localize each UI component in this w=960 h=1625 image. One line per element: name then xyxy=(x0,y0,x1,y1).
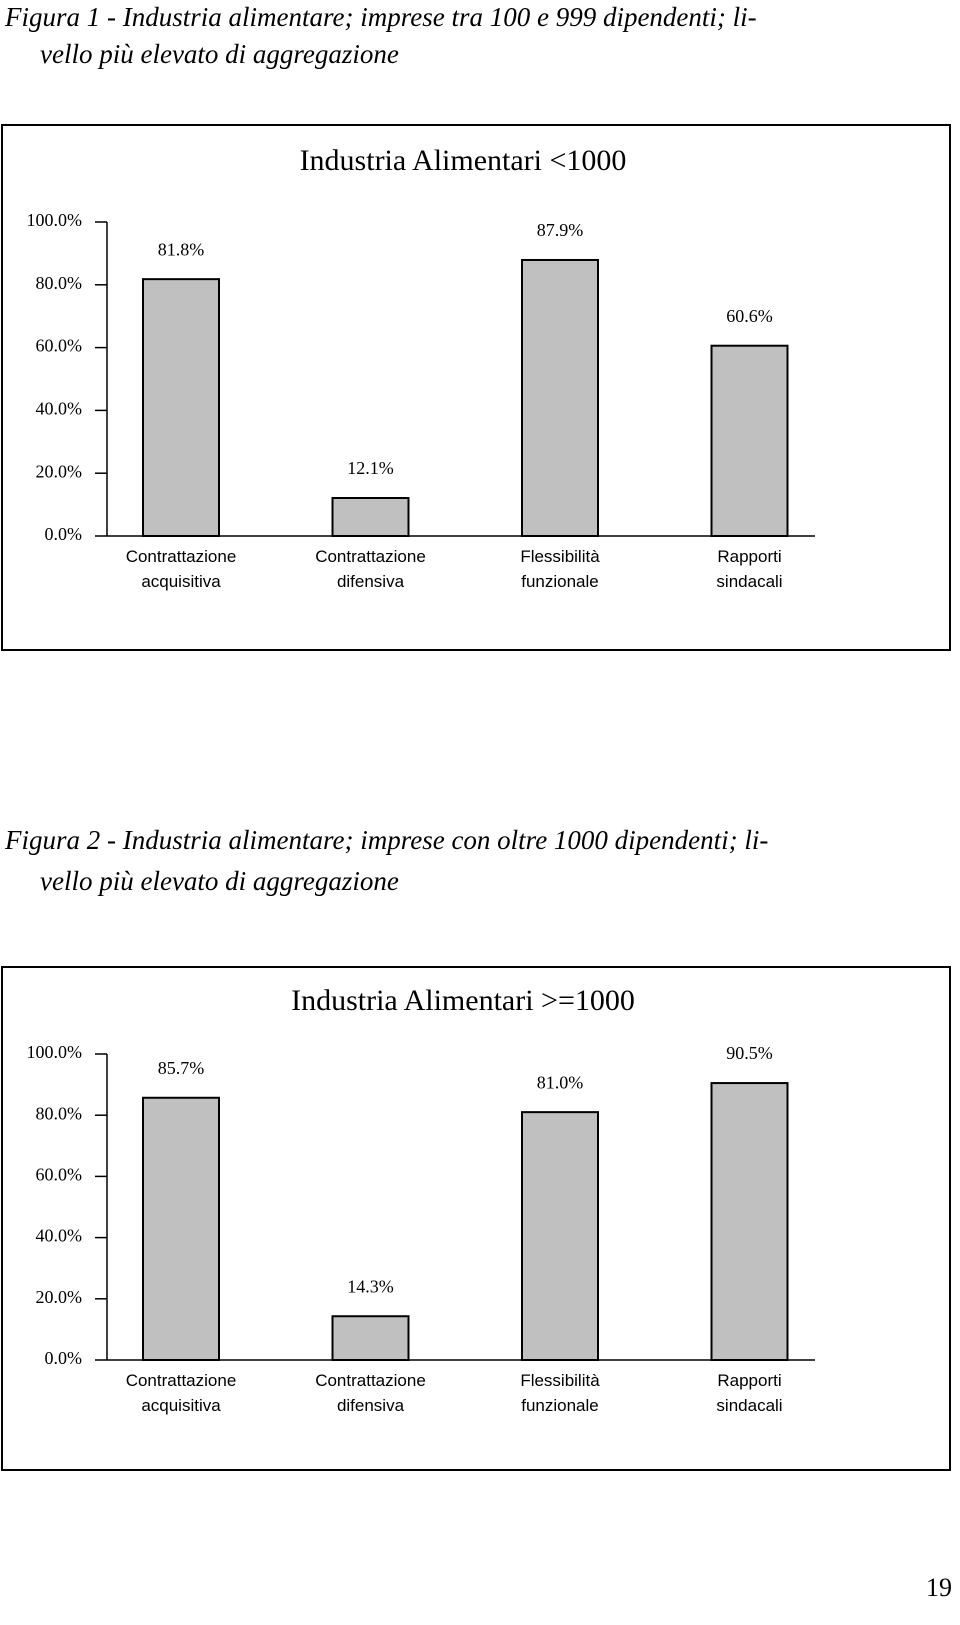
x-label-box: Flessibilità funzionale xyxy=(520,1371,600,1415)
caption-line: Figura 1 - Industria alimentare; imprese… xyxy=(4,2,757,32)
value-label: 60.6% xyxy=(726,306,773,326)
y-tick-label: 0.0% xyxy=(45,524,83,544)
y-tick-label: 40.0% xyxy=(36,1226,83,1246)
x-tick-label: Flessibilità funzionale xyxy=(520,547,600,591)
x-tick-label: Contrattazione difensiva xyxy=(315,547,426,591)
y-tick-label: 80.0% xyxy=(36,1103,83,1123)
x-tick-label: Flessibilità funzionale xyxy=(520,1371,600,1415)
x-label-box: Contrattazione difensiva xyxy=(315,547,426,591)
value-label: 14.3% xyxy=(347,1276,394,1296)
value-label: 12.1% xyxy=(347,458,394,478)
caption-line: vello più elevato di aggregazione xyxy=(40,39,399,69)
chart-title: Industria Alimentari >=1000 xyxy=(291,984,635,1017)
value-label: 87.9% xyxy=(537,220,584,240)
x-label-box: Contrattazione difensiva xyxy=(315,1371,426,1415)
caption-line: Figura 2 - Industria alimentare; imprese… xyxy=(4,825,768,855)
x-tick-label: Contrattazione acquisitiva xyxy=(125,547,237,591)
bar xyxy=(331,1315,410,1361)
y-tick-label: 40.0% xyxy=(36,399,83,419)
caption-line: vello più elevato di aggregazione xyxy=(40,866,399,896)
bar xyxy=(142,1096,220,1362)
y-tick-label: 80.0% xyxy=(36,273,83,293)
x-tick-label: Contrattazione difensiva xyxy=(315,1371,426,1415)
x-label-box: Rapporti sindacali xyxy=(716,1371,783,1415)
bar xyxy=(142,278,220,537)
value-label: 81.0% xyxy=(537,1072,584,1092)
x-label-box: Contrattazione acquisitiva xyxy=(125,547,237,591)
x-tick-label: Rapporti sindacali xyxy=(716,1371,783,1415)
bar xyxy=(521,258,599,537)
page-number: 19 xyxy=(926,1573,952,1602)
chart-frame xyxy=(1,124,951,651)
chart-frame xyxy=(1,966,951,1471)
y-tick-label: 0.0% xyxy=(45,1348,83,1368)
y-tick-label: 60.0% xyxy=(36,336,83,356)
x-tick-label: Rapporti sindacali xyxy=(716,547,783,591)
bar xyxy=(710,1082,789,1361)
y-tick-label: 20.0% xyxy=(36,461,83,481)
value-label: 90.5% xyxy=(726,1043,773,1063)
y-tick-label: 60.0% xyxy=(36,1165,83,1185)
x-label-box: Rapporti sindacali xyxy=(716,547,783,591)
y-tick-label: 20.0% xyxy=(36,1287,83,1307)
value-label: 85.7% xyxy=(158,1058,205,1078)
bar xyxy=(331,497,410,538)
bar xyxy=(710,344,789,537)
x-label-box: Contrattazione acquisitiva xyxy=(125,1371,237,1415)
y-tick-label: 100.0% xyxy=(27,1042,83,1062)
x-tick-label: Contrattazione acquisitiva xyxy=(125,1371,237,1415)
bar xyxy=(521,1111,599,1362)
x-label-box: Flessibilità funzionale xyxy=(520,547,600,591)
value-label: 81.8% xyxy=(158,239,205,259)
y-tick-label: 100.0% xyxy=(27,210,83,230)
chart-title: Industria Alimentari <1000 xyxy=(300,144,627,177)
